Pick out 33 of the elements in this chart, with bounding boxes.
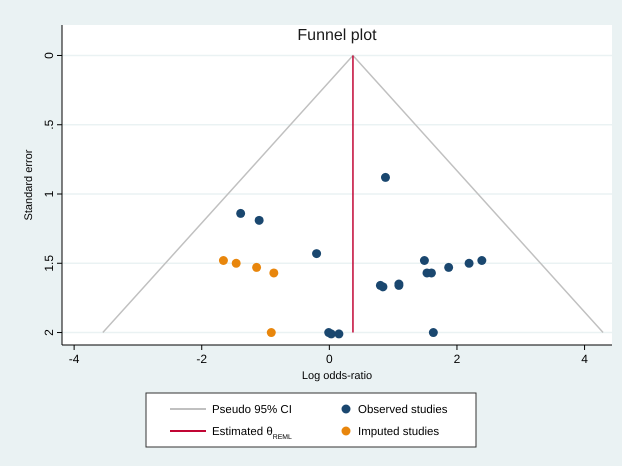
y-tick-label: 2 (42, 328, 56, 336)
point (464, 258, 474, 268)
x-tick-label: -2 (196, 352, 208, 366)
point (312, 249, 322, 258)
point (254, 216, 264, 225)
point (252, 262, 262, 272)
point (477, 256, 486, 265)
y-tick-label: 1 (42, 190, 56, 198)
point (218, 256, 228, 265)
point (236, 208, 246, 218)
chart-title: Funnel plot (297, 27, 378, 44)
y-tick-label: 0 (42, 52, 56, 59)
point (334, 329, 344, 338)
point (420, 256, 429, 265)
point (428, 328, 438, 338)
point (444, 262, 454, 272)
point (326, 329, 336, 338)
x-tick-label: 4 (581, 352, 588, 366)
point (380, 172, 390, 182)
y-tick-label: .5 (42, 119, 56, 130)
x-axis-title: Log odds-ratio (302, 370, 372, 382)
x-tick-label: 2 (454, 352, 461, 366)
x-tick-label: 0 (326, 352, 333, 366)
y-axis-title: Standard error (23, 149, 35, 220)
legend-label: Observed studies (358, 404, 448, 416)
y-tick-label: 1.5 (42, 254, 56, 272)
legend-label: Estimated θ$_{REML}$ (212, 426, 292, 440)
x-tick-label: -4 (68, 352, 80, 366)
legend-label: Pseudo 95% CI (212, 404, 292, 416)
point (232, 258, 241, 268)
legend-label: Imputed studies (358, 426, 440, 438)
point (266, 328, 276, 338)
point (269, 268, 278, 278)
